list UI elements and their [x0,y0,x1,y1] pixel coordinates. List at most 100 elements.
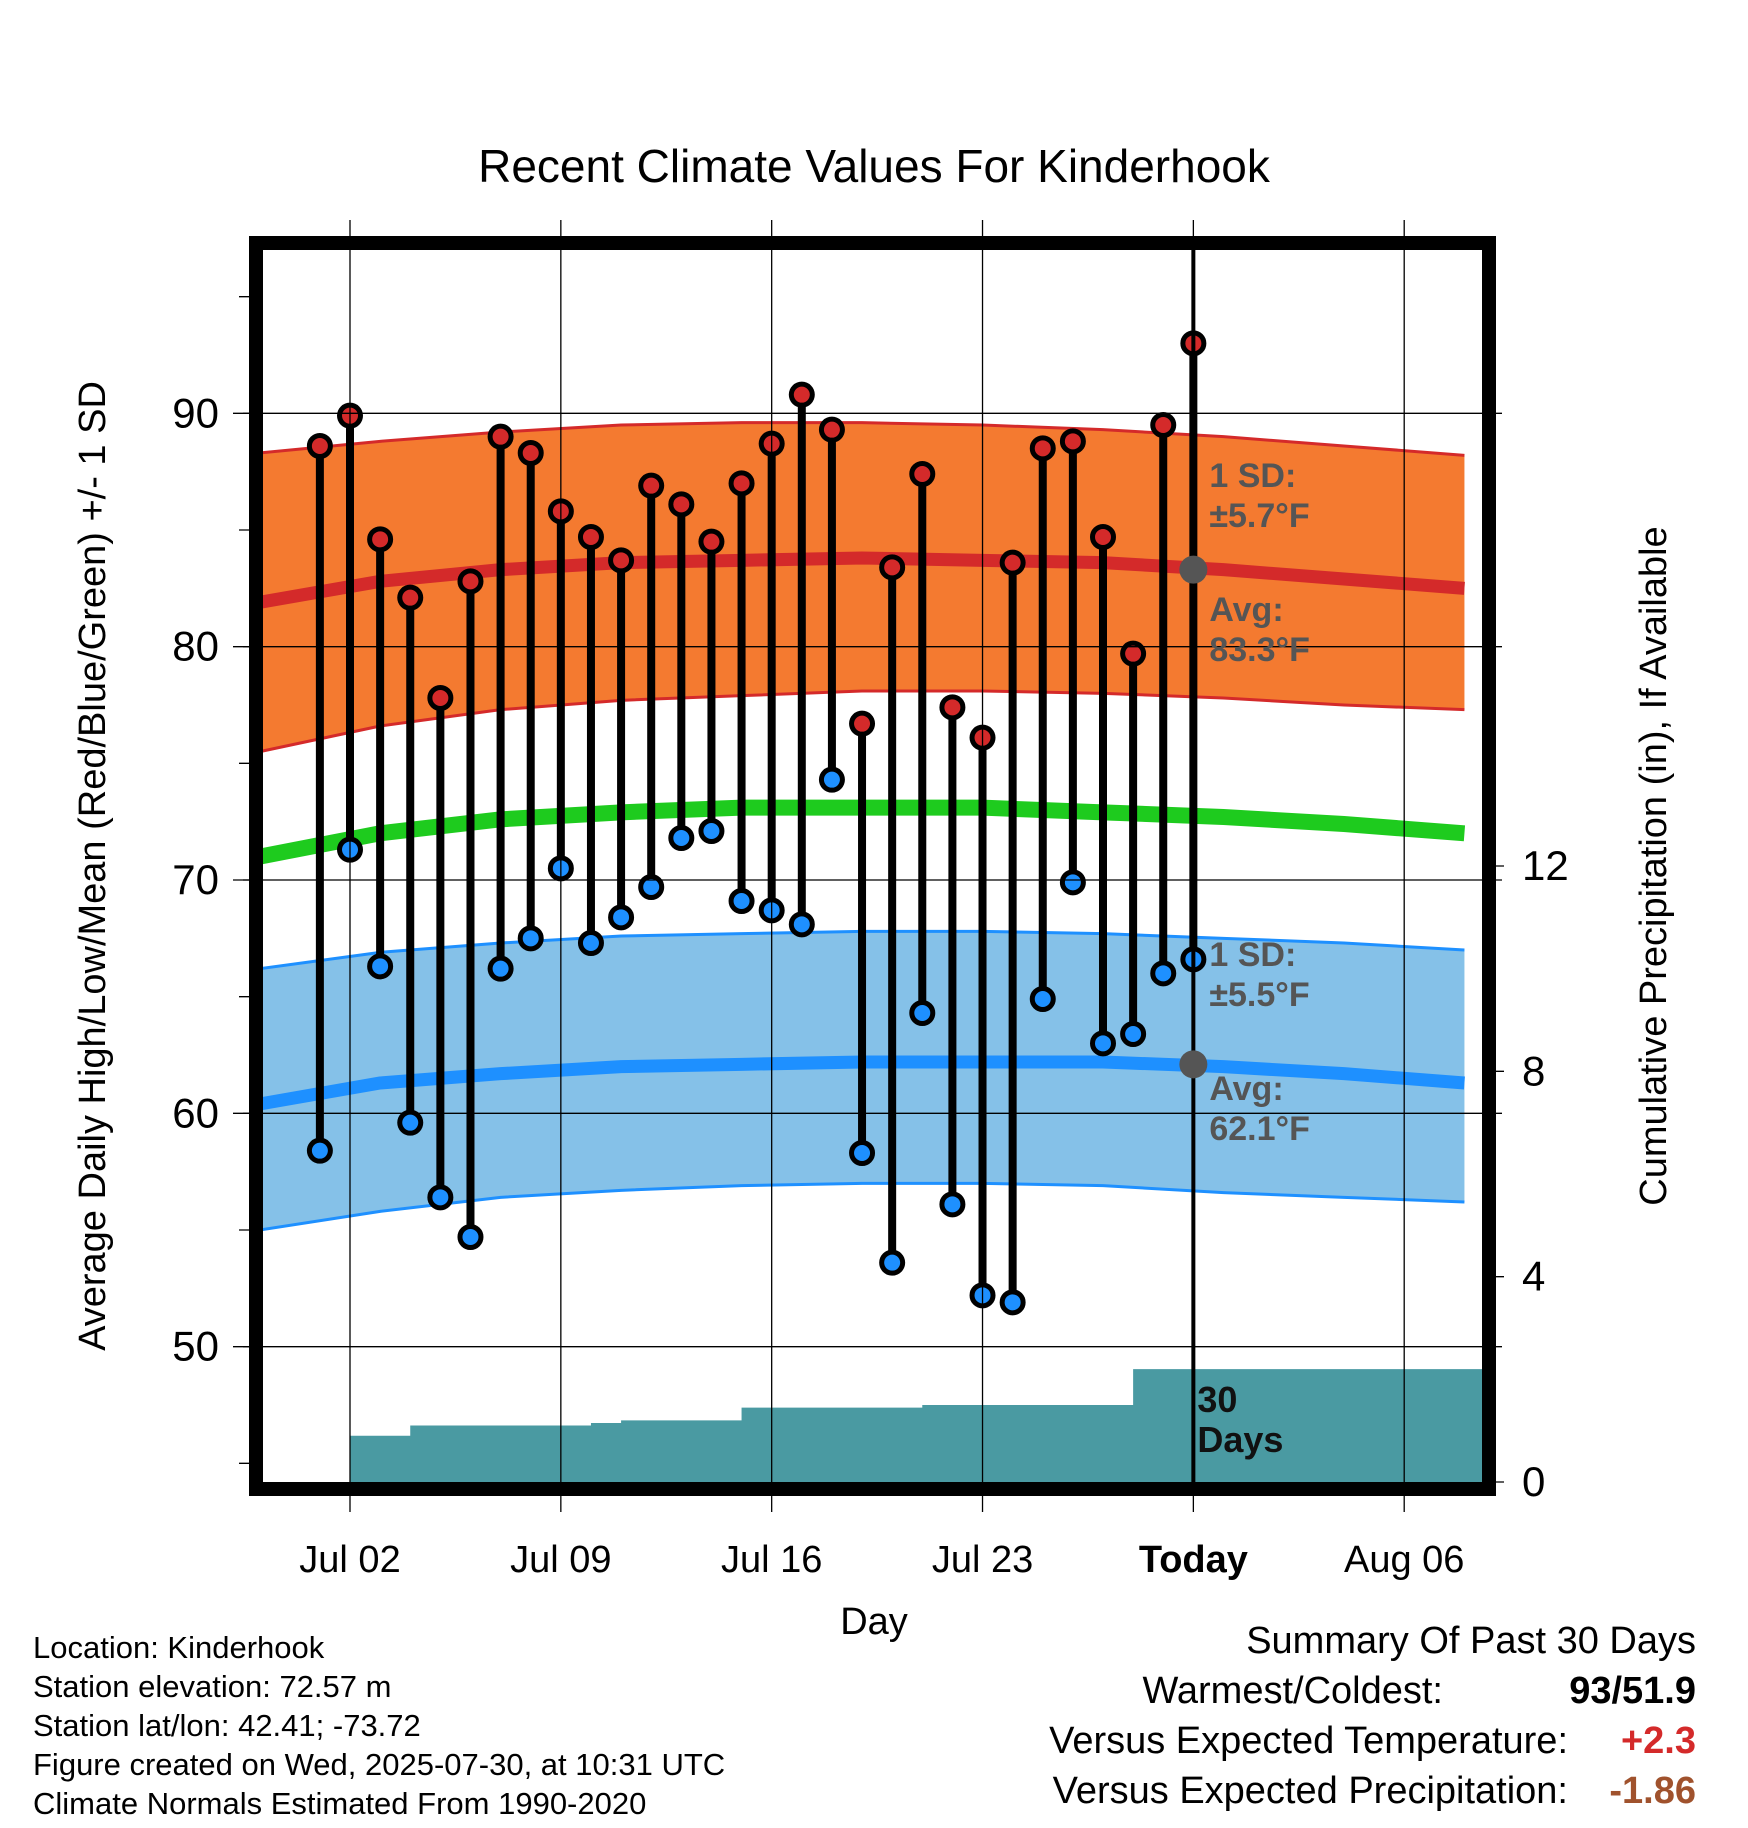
daily-low-point [517,925,544,952]
high-avg-label: Avg: [1209,591,1283,629]
x-tick-label: Jul 23 [932,1539,1033,1581]
daily-low-point [999,1289,1026,1316]
daily-high-point [487,423,514,450]
x-tick-label: Jul 02 [299,1539,400,1581]
high-sd-value: ±5.7°F [1209,497,1309,535]
daily-low-point [1059,869,1086,896]
info-elevation: Station elevation: 72.57 m [33,1669,392,1704]
daily-low-point [1120,1021,1147,1047]
high-sd-label: 1 SD: [1209,457,1296,495]
daily-low-point [668,825,695,851]
daily-high-point [397,584,424,611]
daily-low-point [367,953,394,980]
daily-high-point [457,568,484,595]
daily-low-point [487,955,514,982]
high-avg-value: 83.3°F [1209,631,1310,669]
x-axis-label: Day [840,1601,908,1643]
low-sd-lower-line [263,1181,1465,1231]
x-tick-label: Today [1139,1539,1248,1581]
y2-tick-label: 0 [1522,1458,1545,1505]
daily-high-point [517,440,544,466]
daily-high-point [909,461,936,487]
y2-tick-label: 12 [1522,842,1569,889]
daily-high-point [306,433,333,459]
daily-low-point [909,1000,936,1026]
chart-title: Recent Climate Values For Kinderhook [478,140,1271,192]
daily-high-point [367,526,394,553]
summary-temp-label: Versus Expected Temperature: [1049,1720,1568,1762]
daily-high-point [1120,640,1147,667]
summary-warm-value: 93/51.9 [1569,1670,1696,1712]
plot-frame [249,236,1496,1496]
precip-area [319,1369,1482,1482]
daily-high-point [728,470,755,497]
info-created: Figure created on Wed, 2025-07-30, at 10… [33,1747,726,1782]
y-axis-label: Average Daily High/Low/Mean (Red/Blue/Gr… [72,381,114,1351]
daily-low-point [638,874,665,900]
y2-axis-label: Cumulative Precipitation (in), If Availa… [1633,526,1675,1205]
daily-low-point [397,1109,424,1136]
summary-warm-label: Warmest/Coldest: [1142,1670,1443,1712]
daily-high-point [1150,412,1177,438]
daily-low-point [1029,986,1056,1012]
daily-high-point [849,710,876,737]
y2-tick-label: 8 [1522,1047,1545,1094]
daily-high-point [427,685,454,711]
x-tick-label: Aug 06 [1344,1539,1464,1581]
high-sd-upper-line [263,421,1465,457]
info-latlon: Station lat/lon: 42.41; -73.72 [33,1708,421,1743]
daily-high-point [608,547,635,574]
y-tick-label: 50 [172,1323,219,1370]
today-high-avg-marker [1179,555,1208,584]
plot-area [263,330,1482,1482]
days-word-label: Days [1197,1419,1283,1460]
y-tick-label: 90 [172,389,219,436]
daily-high-point [939,694,966,721]
today-low-avg-marker [1179,1050,1208,1079]
daily-low-point [306,1137,333,1164]
low-avg-value: 62.1°F [1209,1110,1310,1148]
daily-high-point [577,524,604,550]
summary-title: Summary Of Past 30 Days [1246,1620,1696,1662]
daily-low-point [1090,1030,1116,1057]
daily-high-point [788,381,815,408]
low-avg-label: Avg: [1209,1070,1283,1108]
daily-high-point [698,528,725,555]
daily-high-point [638,472,665,499]
summary-precip-label: Versus Expected Precipitation: [1052,1770,1568,1812]
x-tick-label: Jul 09 [510,1539,611,1581]
daily-low-point [879,1249,906,1276]
daily-high-point [818,416,845,443]
low-sd-value: ±5.5°F [1209,976,1309,1014]
daily-low-point [1150,960,1177,987]
days-count-label: 30 [1197,1379,1237,1420]
daily-high-point [1029,435,1056,462]
low-sd-label: 1 SD: [1209,936,1296,974]
y2-tick-label: 4 [1522,1253,1545,1300]
daily-low-point [608,904,635,931]
y-tick-label: 80 [172,623,219,670]
y-tick-label: 70 [172,856,219,903]
daily-low-point [788,911,815,938]
daily-low-point [818,766,845,793]
daily-low-point [427,1184,454,1211]
summary-precip-value: -1.86 [1609,1770,1696,1812]
daily-high-point [1090,524,1116,550]
y-tick-label: 60 [172,1089,219,1136]
daily-low-point [698,818,725,844]
daily-high-point [999,549,1026,576]
info-location: Location: Kinderhook [33,1630,325,1665]
daily-low-point [457,1224,484,1250]
summary-temp-value: +2.3 [1620,1720,1696,1762]
daily-low-point [728,888,755,914]
daily-low-point [939,1191,966,1218]
high-sd-lower-line [263,689,1465,753]
daily-high-point [879,554,906,581]
x-tick-label: Jul 16 [721,1539,822,1581]
info-normals: Climate Normals Estimated From 1990-2020 [33,1786,647,1821]
daily-low-point [849,1140,876,1166]
daily-low-point [577,930,604,956]
daily-high-point [668,491,695,518]
daily-high-point [1059,428,1086,455]
